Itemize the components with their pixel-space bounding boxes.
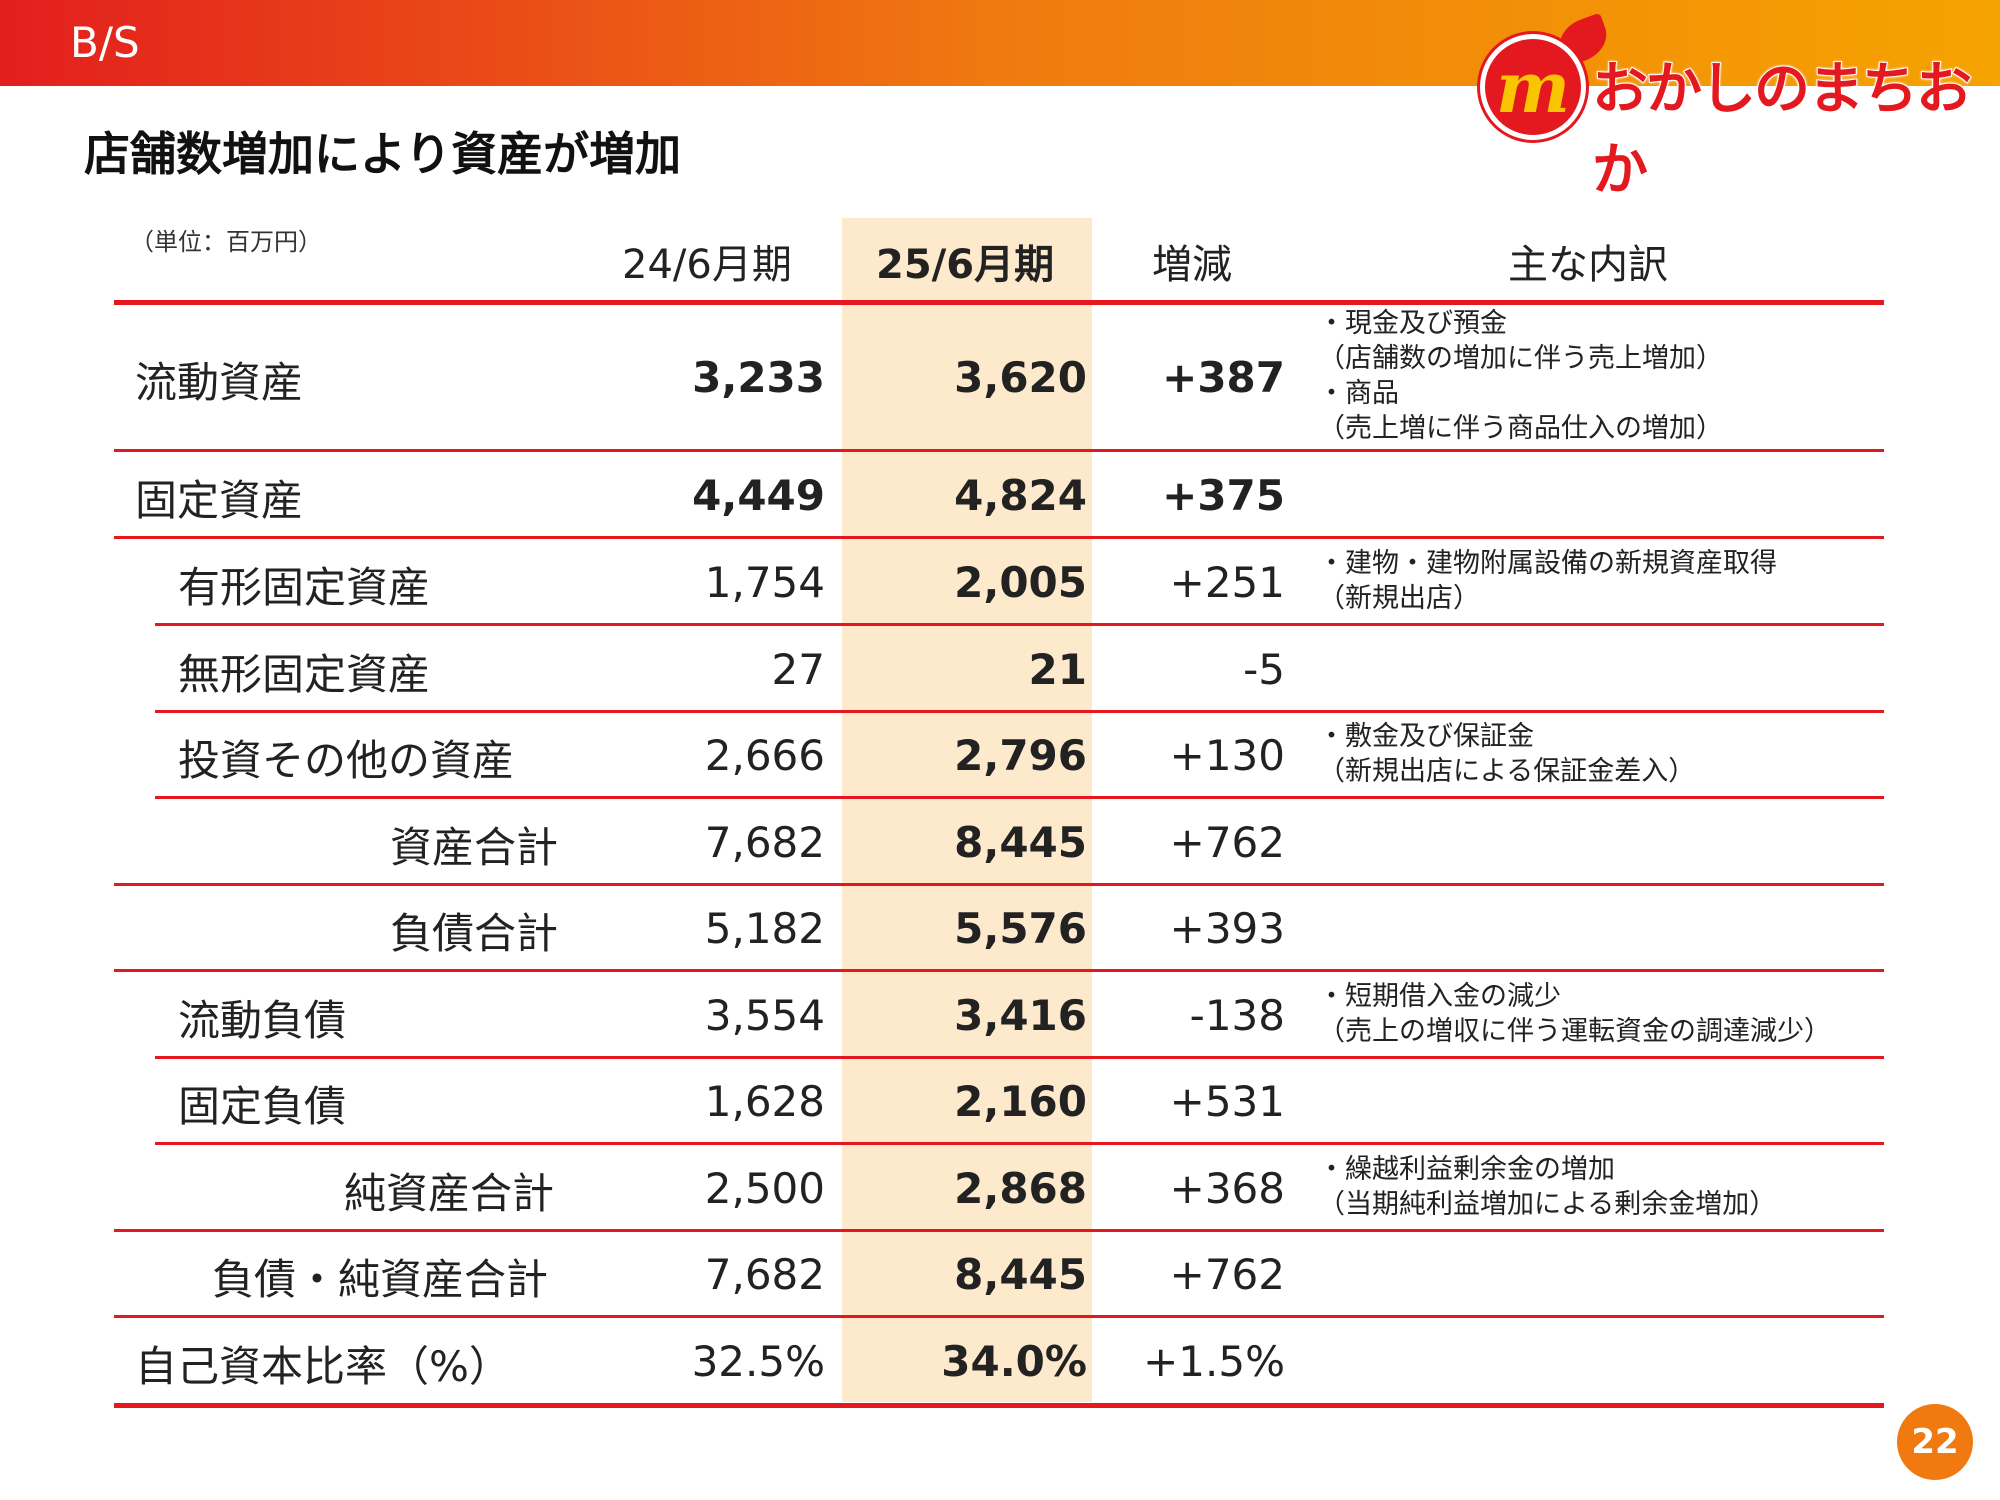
breakdown-note: ・商品 [1318, 378, 1399, 409]
col-header-diff: 増減 [1152, 242, 1232, 288]
row-label: 投資その他の資産 [178, 736, 515, 785]
value-diff: +1.5% [1143, 1336, 1285, 1386]
section-label: B/S [70, 18, 140, 67]
value-prev: 4,449 [692, 470, 825, 520]
value-curr: 2,005 [954, 557, 1087, 607]
row-label: 流動負債 [178, 995, 347, 1045]
breakdown-note: ・繰越利益剰余金の増加 [1318, 1153, 1615, 1185]
breakdown-note: ・短期借入金の減少 [1318, 980, 1561, 1012]
company-logo: m おかしのまちおか [1480, 12, 1980, 204]
value-curr: 34.0% [941, 1336, 1087, 1386]
value-diff: +531 [1169, 1077, 1285, 1126]
table-bottom-rule [114, 1403, 1884, 1408]
current-period-highlight [842, 218, 1092, 1402]
value-diff: +130 [1169, 731, 1285, 780]
row-divider [114, 969, 1884, 972]
value-prev: 27 [771, 644, 825, 694]
breakdown-note: （売上増に伴う商品仕入の増加） [1318, 413, 1723, 444]
row-divider [114, 1315, 1884, 1318]
logo-text: おかしのまちおか [1591, 56, 1973, 204]
value-diff: +375 [1162, 470, 1285, 520]
unit-note: （単位：百万円） [130, 228, 322, 256]
value-prev: 3,554 [704, 990, 825, 1040]
value-diff: +387 [1162, 353, 1285, 402]
value-prev: 2,500 [704, 1163, 825, 1213]
col-header-notes: 主な内訳 [1508, 242, 1668, 288]
value-prev: 32.5% [691, 1336, 825, 1386]
value-diff: +762 [1169, 1250, 1285, 1299]
value-curr: 8,445 [954, 1250, 1087, 1299]
breakdown-note: （当期純利益増加による剰余金増加） [1318, 1188, 1777, 1220]
row-divider [114, 449, 1884, 452]
row-divider [114, 883, 1884, 886]
value-curr: 3,416 [954, 990, 1087, 1040]
breakdown-note: （店舗数の増加に伴う売上増加） [1318, 343, 1723, 374]
row-label: 資産合計 [390, 822, 559, 872]
value-diff: -138 [1189, 990, 1285, 1040]
value-prev: 7,682 [704, 1250, 825, 1299]
value-diff: +368 [1169, 1163, 1285, 1213]
value-diff: +762 [1169, 817, 1285, 867]
row-divider [155, 1056, 1884, 1059]
header-band [0, 0, 2000, 86]
value-curr: 2,160 [954, 1077, 1087, 1126]
value-curr: 21 [1028, 644, 1087, 694]
value-prev: 7,682 [704, 817, 825, 867]
breakdown-note: ・建物・建物附属設備の新規資産取得 [1318, 547, 1777, 579]
row-label: 負債合計 [390, 909, 559, 958]
breakdown-note: （新規出店による保証金差入） [1318, 756, 1696, 787]
breakdown-note: （売上の増収に伴う運転資金の調達減少） [1318, 1015, 1831, 1047]
row-label: 純資産合計 [344, 1168, 555, 1218]
col-header-prev: 24/6月期 [622, 242, 792, 288]
value-curr: 5,576 [954, 904, 1087, 953]
value-curr: 4,824 [954, 470, 1087, 520]
row-divider [114, 1229, 1884, 1232]
breakdown-note: （新規出店） [1318, 582, 1480, 614]
value-prev: 2,666 [704, 731, 825, 780]
row-label: 固定資産 [135, 475, 304, 525]
value-diff: -5 [1243, 644, 1285, 694]
row-divider [155, 796, 1884, 799]
row-label: 無形固定資産 [178, 649, 431, 699]
row-divider [155, 623, 1884, 626]
row-label: 有形固定資産 [178, 562, 431, 612]
row-label: 自己資本比率（%） [135, 1341, 511, 1391]
value-curr: 2,796 [954, 731, 1087, 780]
page-title: 店舗数増加により資産が増加 [84, 127, 682, 181]
row-label: 固定負債 [178, 1082, 347, 1131]
breakdown-note: ・現金及び預金 [1318, 308, 1507, 339]
logo-mark-icon: m [1480, 34, 1586, 140]
page-number-badge: 22 [1897, 1404, 1973, 1480]
row-divider [155, 1142, 1884, 1145]
breakdown-note: ・敷金及び保証金 [1318, 721, 1534, 752]
value-diff: +251 [1169, 557, 1285, 607]
row-divider [114, 536, 1884, 539]
col-header-curr: 25/6月期 [876, 242, 1055, 288]
value-curr: 8,445 [954, 817, 1087, 867]
value-curr: 3,620 [954, 353, 1087, 402]
table-top-rule [114, 300, 1884, 305]
row-divider [155, 710, 1884, 713]
value-curr: 2,868 [954, 1163, 1087, 1213]
value-prev: 1,628 [704, 1077, 825, 1126]
value-diff: +393 [1169, 904, 1285, 953]
value-prev: 5,182 [704, 904, 825, 953]
value-prev: 1,754 [704, 557, 825, 607]
row-label: 流動資産 [135, 358, 304, 407]
value-prev: 3,233 [692, 353, 825, 402]
row-label: 負債・純資産合計 [212, 1255, 549, 1304]
